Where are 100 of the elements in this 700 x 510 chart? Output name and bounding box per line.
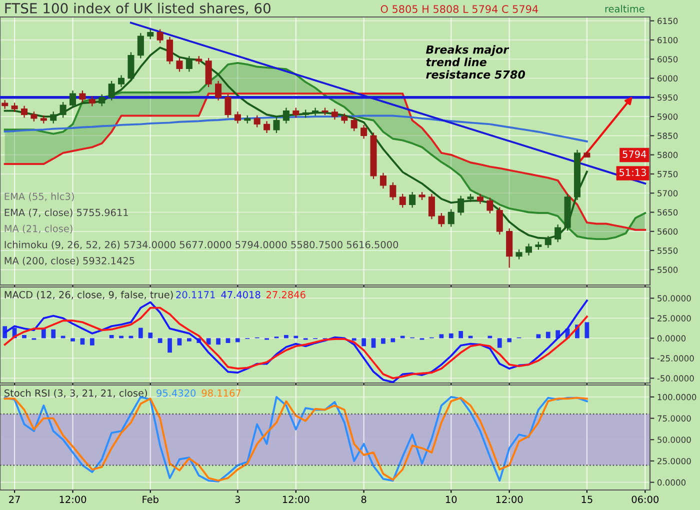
bar bbox=[177, 338, 182, 346]
candlestick bbox=[312, 107, 319, 116]
y-tick-label: 0.0000 bbox=[657, 479, 686, 486]
candlestick bbox=[50, 111, 57, 124]
y-tick-label: 5600 bbox=[658, 228, 678, 235]
bar bbox=[352, 338, 356, 341]
x-tick-label: 06:00 bbox=[632, 496, 659, 504]
candlestick bbox=[282, 107, 290, 124]
bar bbox=[80, 338, 85, 345]
chart-title: MACD (12, 26, close, 9, false, true) bbox=[4, 290, 173, 300]
y-tick-label: 0.0000 bbox=[657, 335, 686, 342]
candlestick bbox=[88, 96, 96, 107]
chart-title: FTSE 100 index of UK listed shares, 60 bbox=[5, 2, 270, 15]
x-tick-label: Feb bbox=[142, 496, 158, 504]
y-tick-label: 5700 bbox=[658, 190, 678, 196]
bar bbox=[448, 333, 454, 338]
chart-title: Stoch RSI (3, 3, 21, 21, close) bbox=[4, 389, 147, 398]
bar bbox=[51, 329, 56, 338]
bar bbox=[381, 338, 386, 344]
candlestick bbox=[79, 90, 86, 103]
x-tick-label: 10 bbox=[446, 496, 457, 504]
candlestick bbox=[458, 195, 464, 216]
candlestick bbox=[98, 94, 106, 107]
bar bbox=[458, 331, 464, 338]
annotation: 20.1171 bbox=[176, 291, 215, 298]
annotation: 5794 bbox=[622, 150, 646, 158]
candlestick bbox=[30, 111, 38, 122]
candlestick bbox=[118, 74, 125, 88]
candlestick bbox=[60, 101, 66, 118]
candlestick bbox=[20, 105, 28, 118]
y-tick-label: 25.0000 bbox=[658, 458, 691, 464]
y-tick-label: 6100 bbox=[658, 36, 678, 44]
annotation: 27.2846 bbox=[266, 291, 306, 298]
candlestick bbox=[156, 28, 164, 44]
candlestick bbox=[128, 52, 134, 82]
y-tick-label: 100.0000 bbox=[658, 394, 696, 400]
candlestick bbox=[360, 124, 368, 140]
candlestick bbox=[254, 114, 260, 128]
annotation: 51:13 bbox=[619, 168, 646, 176]
text: realtime bbox=[605, 4, 644, 12]
bar bbox=[497, 338, 502, 348]
x-tick-label: 12:00 bbox=[282, 496, 310, 504]
candlestick bbox=[215, 80, 222, 102]
candlestick bbox=[516, 248, 522, 260]
candlestick bbox=[496, 206, 503, 236]
y-tick-label: 5950 bbox=[658, 94, 678, 101]
annotation: 95.4320 bbox=[156, 389, 196, 397]
candlestick bbox=[409, 191, 416, 208]
annotation: 47.4018 bbox=[221, 291, 260, 298]
candlestick bbox=[11, 102, 18, 113]
candlestick bbox=[525, 243, 532, 256]
candlestick bbox=[264, 120, 270, 134]
bar bbox=[158, 338, 162, 343]
candlestick bbox=[399, 193, 406, 208]
candlestick bbox=[331, 108, 338, 120]
y-tick-label: 6050 bbox=[658, 56, 678, 62]
annotation: EMA (7, close) 5755.9611 bbox=[4, 208, 128, 218]
y-tick-label: 5900 bbox=[658, 114, 678, 120]
y-tick-label: 5750 bbox=[658, 170, 678, 178]
bar bbox=[22, 335, 26, 338]
annotation: Ichimoku (9, 26, 52, 26) 5734.0000 5677.0000 5794.0000 5580.7500 5616.5000 bbox=[4, 240, 398, 250]
y-tick-label: 50.0000 bbox=[658, 436, 691, 443]
bar bbox=[226, 338, 230, 343]
y-tick-label: 6150 bbox=[658, 18, 678, 24]
candlestick bbox=[390, 182, 396, 201]
candlestick bbox=[438, 212, 445, 228]
bar bbox=[236, 338, 240, 342]
candlestick bbox=[108, 80, 115, 102]
bar bbox=[216, 338, 220, 345]
bar bbox=[70, 338, 75, 342]
candlestick bbox=[486, 197, 494, 214]
bar bbox=[362, 338, 366, 346]
x-tick-label: 27 bbox=[9, 496, 20, 503]
candlestick bbox=[476, 193, 484, 204]
y-tick-label: 5650 bbox=[658, 209, 678, 216]
bar bbox=[536, 334, 541, 338]
bar bbox=[371, 338, 376, 348]
x-tick-label: 12:00 bbox=[496, 496, 523, 504]
annotation: Breaks major trend line resistance 5780 bbox=[426, 45, 526, 79]
annotation: 98.1167 bbox=[202, 389, 241, 397]
x-tick-label: 8 bbox=[361, 496, 366, 504]
y-tick-label: 5500 bbox=[658, 266, 678, 273]
bar bbox=[148, 332, 153, 338]
y-tick-label: 75.0000 bbox=[658, 415, 691, 422]
x-tick-label: 12:00 bbox=[60, 496, 86, 504]
candlestick bbox=[292, 107, 300, 118]
candlestick bbox=[380, 172, 386, 190]
text: O 5805 H 5808 L 5794 C 5794 bbox=[380, 5, 538, 14]
bar bbox=[507, 338, 512, 342]
y-tick-label: 6000 bbox=[658, 75, 678, 82]
candlestick bbox=[428, 193, 435, 220]
candlestick bbox=[70, 90, 76, 109]
candlestick bbox=[350, 116, 358, 132]
candlestick bbox=[234, 111, 241, 124]
bar bbox=[284, 335, 288, 338]
annotation: MA (200, close) 5932.1425 bbox=[4, 256, 134, 266]
candlestick bbox=[176, 57, 183, 72]
annotation: MA (21, close) bbox=[4, 224, 72, 234]
y-tick-label: -50.0000 bbox=[657, 375, 694, 382]
candlestick bbox=[137, 32, 144, 59]
